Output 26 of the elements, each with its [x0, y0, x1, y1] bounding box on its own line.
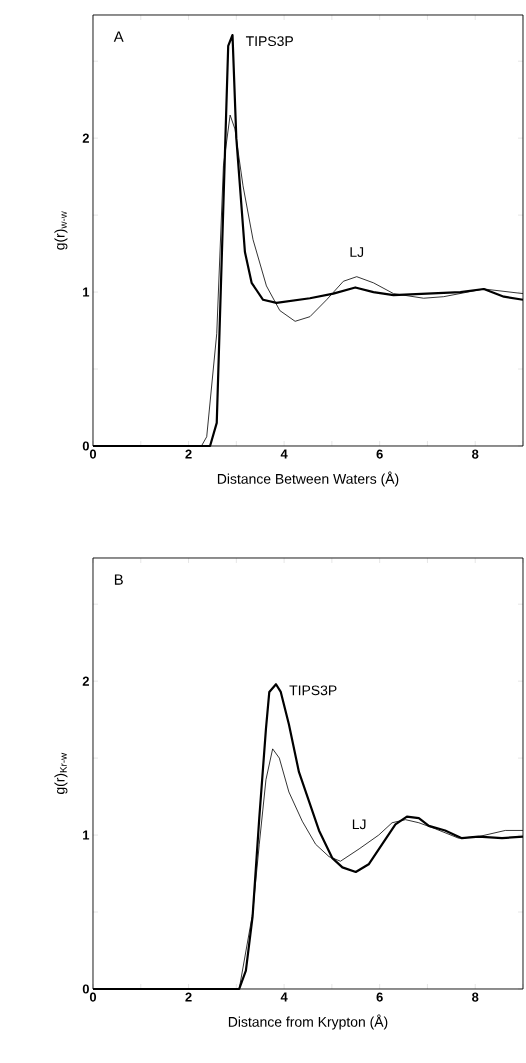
- x-tick-label: 8: [471, 992, 479, 1002]
- y-tick-label: 1: [82, 287, 89, 297]
- x-tick-label: 6: [376, 992, 383, 1002]
- y-tick-label: 0: [82, 441, 89, 451]
- y-axis-title: g(r)$_{w-w}$: [54, 211, 68, 250]
- x-tick-label: 4: [280, 449, 288, 459]
- x-tick-label: 2: [185, 992, 192, 1002]
- x-tick-label: 6: [376, 449, 383, 459]
- x-tick-label: 4: [280, 992, 288, 1002]
- series-label: TIPS3P: [289, 685, 337, 696]
- y-tick-label: 2: [82, 676, 89, 686]
- series-label: TIPS3P: [245, 36, 293, 47]
- series-label: LJ: [350, 247, 363, 258]
- x-tick-label: 0: [89, 449, 96, 459]
- y-axis-title: g(r)$_{Kr-w}$: [54, 752, 68, 795]
- x-tick-label: 0: [89, 992, 96, 1002]
- annotation: B: [114, 574, 123, 585]
- x-tick-label: 2: [185, 449, 192, 459]
- y-tick-label: 0: [82, 984, 89, 994]
- y-tick-label: 1: [82, 830, 89, 840]
- annotation: A: [113, 31, 124, 42]
- x-axis-title: Distance from Krypton (Å): [228, 1014, 388, 1030]
- y-tick-label: 2: [82, 133, 89, 143]
- series-label: LJ: [352, 819, 366, 830]
- x-axis-title: Distance Between Waters (Å): [217, 471, 399, 487]
- x-tick-label: 8: [471, 449, 479, 459]
